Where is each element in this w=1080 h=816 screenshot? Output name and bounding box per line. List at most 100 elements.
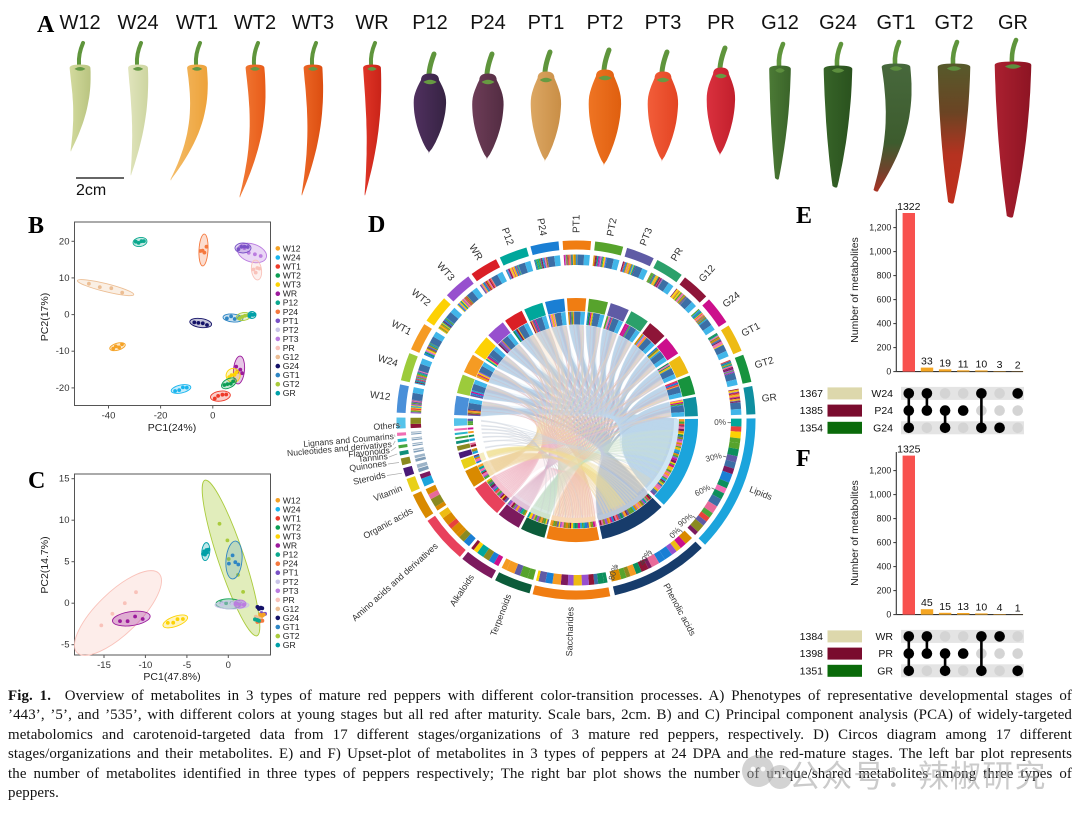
svg-text:1322: 1322 [897,201,921,213]
svg-text:WR: WR [283,289,297,299]
svg-text:F: F [796,446,811,472]
svg-text:PT2: PT2 [605,217,619,237]
svg-text:PT1: PT1 [283,316,299,326]
svg-text:WT2: WT2 [283,271,301,281]
svg-text:-20: -20 [56,383,70,394]
svg-text:PR: PR [283,595,295,605]
svg-text:5: 5 [64,557,69,568]
svg-text:PC1(24%): PC1(24%) [148,422,196,434]
svg-text:400: 400 [877,562,892,572]
svg-text:Lipids: Lipids [748,484,774,502]
svg-text:Tannins: Tannins [358,451,389,464]
svg-text:P12: P12 [283,550,299,560]
svg-text:GR: GR [877,665,893,677]
svg-text:GT1: GT1 [283,370,300,380]
svg-text:PT1: PT1 [571,214,582,233]
svg-text:P12: P12 [412,12,448,34]
svg-text:WR: WR [283,541,297,551]
svg-text:80%: 80% [607,563,620,581]
svg-text:200: 200 [877,586,892,596]
svg-text:D: D [368,212,385,238]
svg-text:W24: W24 [283,504,301,514]
svg-text:WT3: WT3 [283,280,301,290]
svg-text:10: 10 [59,515,70,526]
svg-text:W24: W24 [283,253,301,263]
svg-text:11: 11 [958,358,969,370]
svg-text:-20: -20 [154,411,168,422]
svg-text:3: 3 [997,359,1003,371]
svg-text:W12: W12 [283,243,301,253]
svg-text:PR: PR [283,343,295,353]
svg-text:Others: Others [373,420,401,432]
svg-text:400: 400 [877,319,892,329]
svg-text:1,000: 1,000 [869,490,891,500]
svg-text:PT3: PT3 [638,226,655,247]
svg-text:15: 15 [939,601,951,613]
svg-text:WR: WR [876,631,894,643]
svg-text:0: 0 [886,610,891,620]
svg-text:G12: G12 [697,263,718,285]
svg-text:W12: W12 [369,390,391,403]
svg-text:1,000: 1,000 [869,247,891,257]
svg-text:G24: G24 [283,361,299,371]
svg-text:PT3: PT3 [645,12,682,34]
svg-text:45: 45 [921,597,933,609]
svg-text:2: 2 [1015,359,1021,371]
svg-text:PT2: PT2 [283,577,299,587]
svg-text:600: 600 [877,295,892,305]
svg-text:600: 600 [877,538,892,548]
svg-text:1354: 1354 [800,422,824,434]
svg-text:E: E [796,203,812,229]
svg-text:10: 10 [976,358,988,370]
svg-text:60%: 60% [693,483,712,498]
svg-text:WR: WR [355,12,388,34]
svg-text:Saccharides: Saccharides [564,606,575,656]
svg-text:Number of metabolites: Number of metabolites [849,480,861,586]
svg-text:-10: -10 [56,346,70,357]
svg-text:GR: GR [283,388,296,398]
svg-text:0: 0 [210,411,215,422]
svg-text:P24: P24 [283,307,299,317]
svg-text:GR: GR [283,640,296,650]
svg-text:Alkaloids: Alkaloids [448,572,477,608]
svg-text:1: 1 [1015,603,1021,615]
svg-text:10: 10 [59,273,70,284]
svg-text:G24: G24 [873,422,893,434]
svg-text:GT2: GT2 [283,379,300,389]
svg-text:WT2: WT2 [234,12,276,34]
svg-text:WT3: WT3 [434,260,457,283]
svg-text:Phenolic acids: Phenolic acids [661,582,698,638]
svg-text:200: 200 [877,343,892,353]
svg-text:1351: 1351 [800,665,824,677]
svg-text:G12: G12 [283,352,299,362]
svg-text:GT2: GT2 [753,355,775,371]
svg-text:Flavonoids: Flavonoids [348,445,390,459]
svg-text:Organic acids: Organic acids [362,505,415,541]
svg-text:W24: W24 [117,12,158,34]
svg-text:20: 20 [59,236,70,247]
svg-text:PT3: PT3 [283,586,299,596]
svg-text:33: 33 [921,356,933,368]
svg-text:GT1: GT1 [877,12,916,34]
svg-text:G24: G24 [721,290,743,311]
svg-text:1385: 1385 [800,405,824,417]
svg-text:W24: W24 [376,353,399,370]
svg-text:0%: 0% [714,418,726,427]
svg-text:-15: -15 [97,660,111,671]
svg-text:1,200: 1,200 [869,223,891,233]
svg-text:PC2(14.7%): PC2(14.7%) [39,536,51,593]
svg-text:Vitamin: Vitamin [372,483,403,503]
svg-text:B: B [28,213,44,239]
svg-text:公众号：辣椒研究: 公众号：辣椒研究 [789,759,1047,794]
svg-text:WT1: WT1 [389,318,413,338]
svg-text:WT3: WT3 [292,12,334,34]
svg-text:W12: W12 [59,12,100,34]
svg-text:PC1(47.8%): PC1(47.8%) [143,671,200,683]
svg-text:C: C [28,468,45,494]
svg-text:-5: -5 [61,640,69,651]
svg-text:G12: G12 [761,12,799,34]
svg-text:WT2: WT2 [283,523,301,533]
svg-text:WT1: WT1 [176,12,218,34]
svg-text:19: 19 [939,357,951,369]
svg-text:PT1: PT1 [528,12,565,34]
